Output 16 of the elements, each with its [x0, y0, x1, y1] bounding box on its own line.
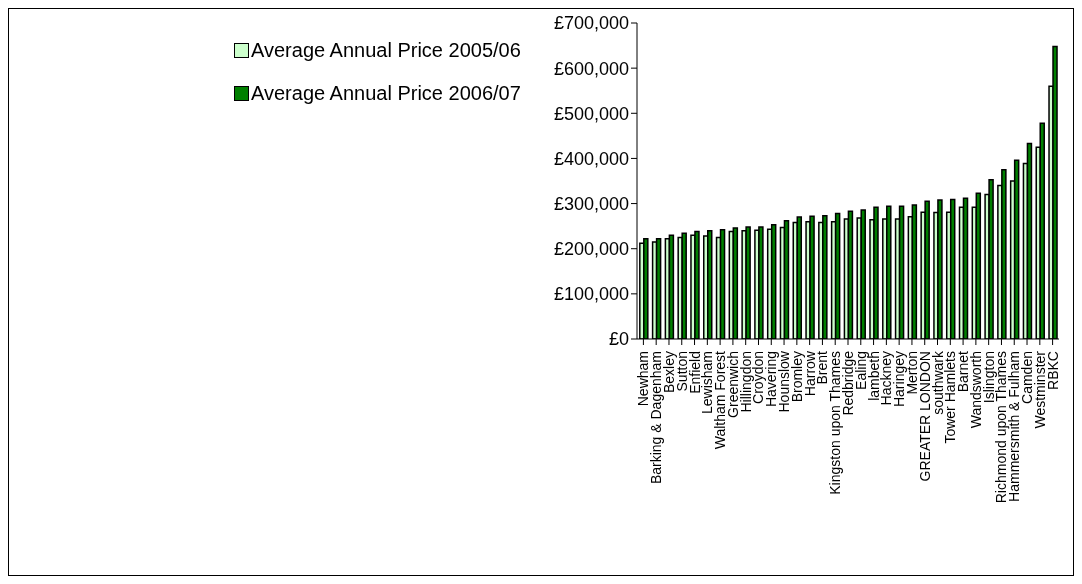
x-tick-label: Tower Hamlets	[942, 351, 959, 444]
y-tick-label: £600,000	[553, 58, 629, 79]
x-tick-label: Brent	[814, 350, 831, 385]
y-tick-label: £0	[608, 329, 629, 350]
x-tick-label: Barking & Dagenham	[648, 351, 665, 485]
x-tick-label: Hackney	[878, 351, 895, 406]
y-tick-label: £400,000	[553, 148, 629, 169]
legend-label: Average Annual Price 2005/06	[251, 39, 521, 62]
x-tick-label: Lewisham	[699, 351, 716, 415]
y-tick-label: £100,000	[553, 284, 629, 305]
y-tick-label: £500,000	[553, 103, 629, 124]
y-tick-label: £700,000	[553, 13, 629, 34]
x-tick-label: GREATER LONDON	[916, 351, 933, 482]
y-tick-label: £200,000	[553, 239, 629, 260]
y-tick-label: £300,000	[553, 193, 629, 214]
legend-label: Average Annual Price 2006/07	[251, 82, 521, 105]
